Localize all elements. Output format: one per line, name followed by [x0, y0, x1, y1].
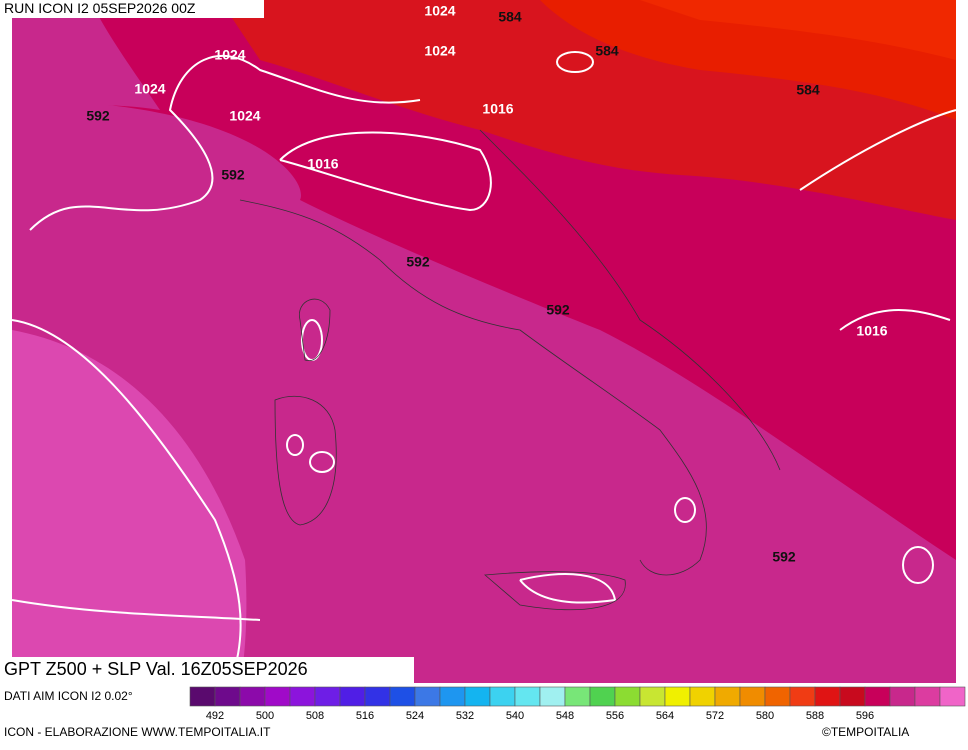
region-592 [12, 100, 956, 683]
colorbar-swatch [789, 686, 816, 707]
colorbar-swatch [464, 686, 491, 707]
colorbar-label: 572 [706, 710, 724, 722]
colorbar-swatch [339, 686, 366, 707]
contour-label: 1016 [307, 156, 338, 172]
colorbar-swatch [864, 686, 891, 707]
isobars [11, 51, 957, 684]
colorbar-label: 500 [256, 710, 274, 722]
colorbar: 492 500 508 516 524 532 540 548 556 564 572 580 588 5… [189, 686, 966, 722]
contour-label: 584 [796, 82, 820, 98]
region-576 [640, 0, 956, 60]
colorbar-label: 564 [656, 710, 674, 722]
colorbar-label: 548 [556, 710, 574, 722]
colorbar-label: 540 [506, 710, 524, 722]
contour-label: 592 [546, 302, 570, 318]
colorbar-swatch [214, 686, 241, 707]
region-596 [12, 330, 247, 683]
map [11, 0, 957, 684]
colorbar-swatch [264, 686, 291, 707]
footer-box [0, 657, 414, 683]
colorbar-label: 596 [856, 710, 874, 722]
footer-source: DATI AIM ICON I2 0.02° [4, 689, 133, 703]
colorbar-swatch [689, 686, 716, 707]
footer-credit: ICON - ELABORAZIONE WWW.TEMPOITALIA.IT [4, 725, 271, 739]
colorbar-label: 508 [306, 710, 324, 722]
colorbar-swatch [589, 686, 616, 707]
contour-label: 1024 [134, 81, 165, 97]
colorbar-swatch [314, 686, 341, 707]
header-box [0, 0, 264, 18]
contour-label: 1016 [482, 101, 513, 117]
contour-label: 1024 [424, 3, 455, 19]
colorbar-swatch [239, 686, 266, 707]
colorbar-label: 516 [356, 710, 374, 722]
colorbar-swatch [364, 686, 391, 707]
colorbar-swatch [764, 686, 791, 707]
colorbar-label: 532 [456, 710, 474, 722]
coastlines [239, 129, 781, 611]
contour-label: 1024 [214, 47, 245, 63]
colorbar-label: 492 [206, 710, 224, 722]
colorbar-swatch [489, 686, 516, 707]
colorbar-swatch [289, 686, 316, 707]
colorbar-label: 588 [806, 710, 824, 722]
colorbar-label: 556 [606, 710, 624, 722]
colorbar-swatch [914, 686, 941, 707]
colorbar-swatch [189, 686, 216, 707]
region-592 [12, 0, 160, 110]
colorbar-swatch [614, 686, 641, 707]
contour-label: 584 [498, 9, 522, 25]
colorbar-label: 580 [756, 710, 774, 722]
contour-label: 592 [86, 108, 110, 124]
colorbar-swatch [439, 686, 466, 707]
contour-label: 584 [595, 43, 619, 59]
contour-label: 592 [406, 254, 430, 270]
colorbar-swatch [739, 686, 766, 707]
colorbar-swatch [714, 686, 741, 707]
footer-copyright: ©TEMPOITALIA [822, 725, 909, 739]
colorbar-label: 524 [406, 710, 424, 722]
colorbar-swatch [564, 686, 591, 707]
contour-label: 592 [221, 167, 245, 183]
colorbar-swatch [839, 686, 866, 707]
contour-label: 1024 [424, 43, 455, 59]
contour-labels: 1024 584 1024 584 1024 1024 584 592 1024… [86, 3, 887, 565]
colorbar-swatch [539, 686, 566, 707]
contour-label: 1016 [856, 323, 887, 339]
header-title: RUN ICON I2 05SEP2026 00Z [4, 0, 196, 16]
colorbar-swatch [514, 686, 541, 707]
colorbar-swatch [639, 686, 666, 707]
colorbar-swatch [389, 686, 416, 707]
colorbar-swatch [664, 686, 691, 707]
colorbar-swatch [889, 686, 916, 707]
colorbar-swatch [939, 686, 966, 707]
colorbar-swatch [814, 686, 841, 707]
contour-label: 592 [772, 549, 796, 565]
footer-title: GPT Z500 + SLP Val. 16Z05SEP2026 [4, 659, 308, 679]
contour-label: 1024 [229, 108, 260, 124]
colorbar-swatch [414, 686, 441, 707]
